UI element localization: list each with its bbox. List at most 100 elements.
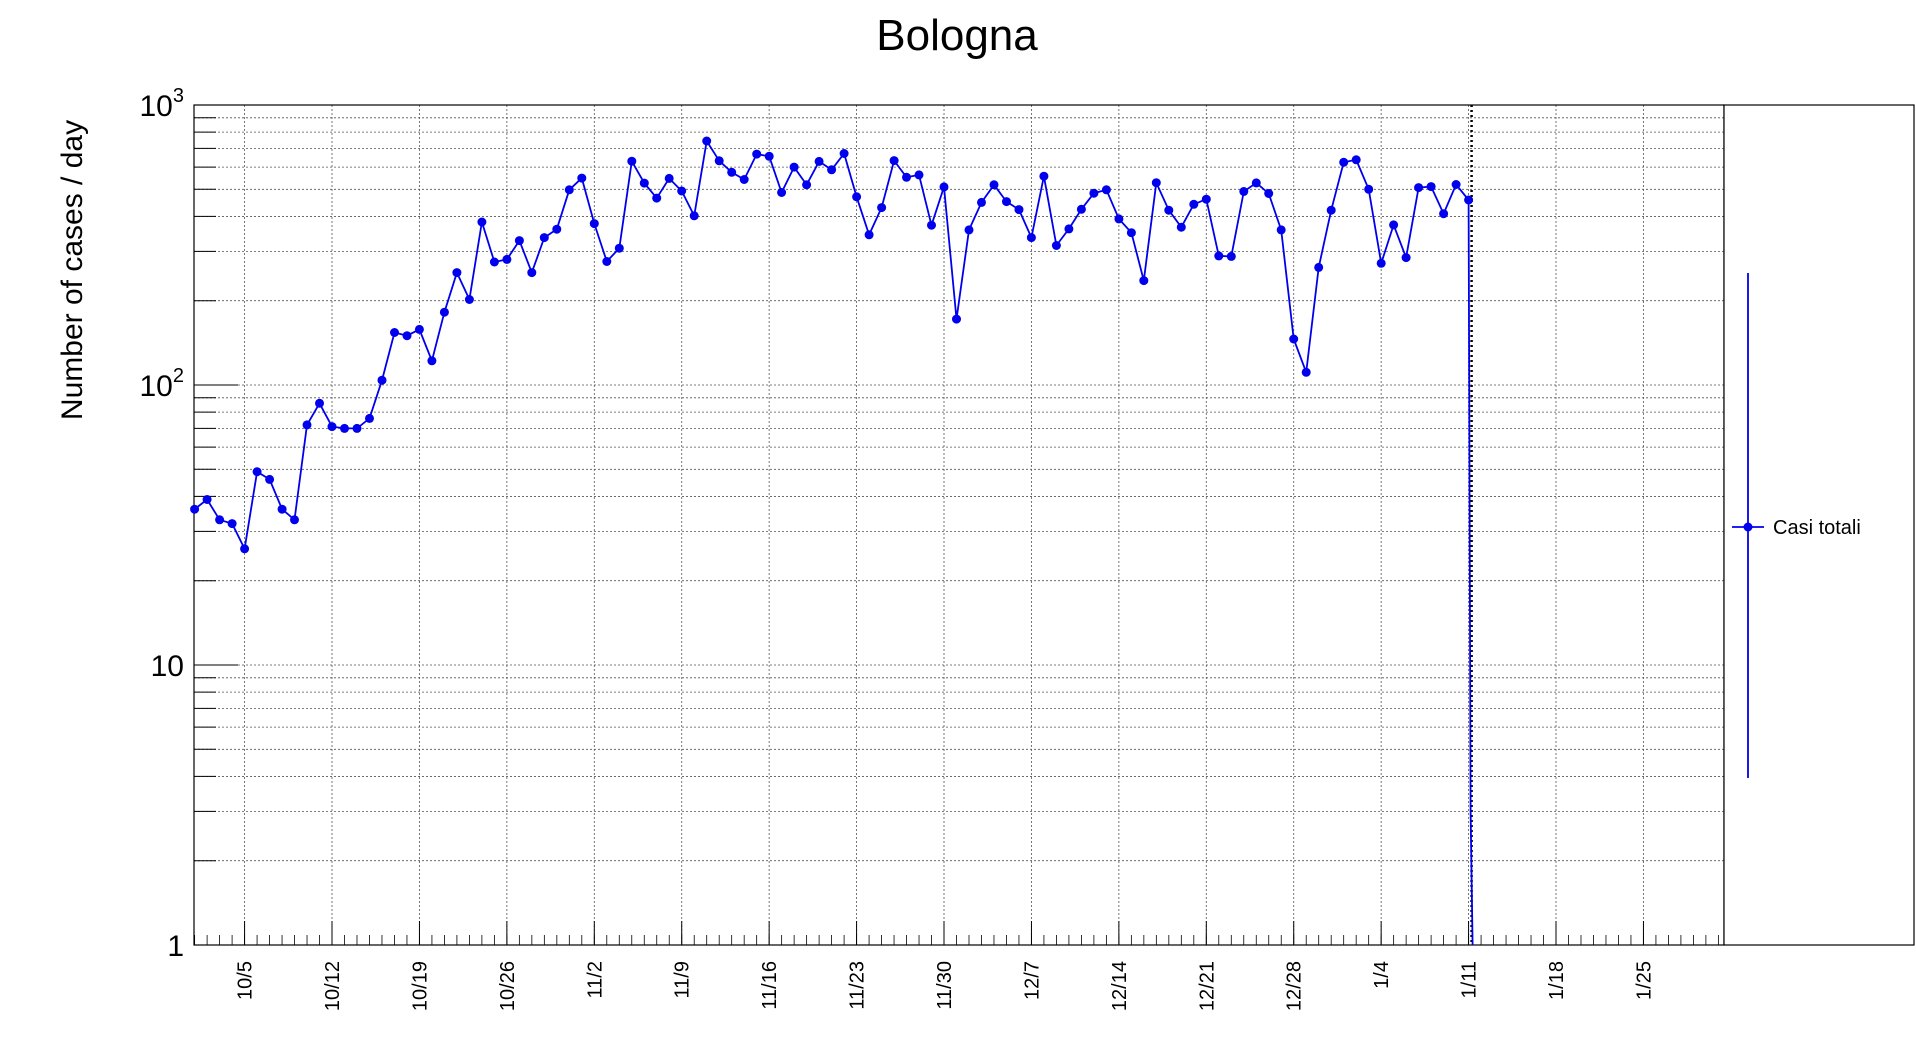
data-point <box>627 156 637 166</box>
data-point <box>489 257 499 267</box>
data-point <box>552 224 562 234</box>
data-point <box>1439 209 1449 219</box>
axes: 1 10 102 103 10/5 10/12 10/19 10/26 11/2 11/9 11/1… <box>140 85 1719 1011</box>
data-point <box>265 474 275 484</box>
data-point <box>340 423 349 433</box>
data-point <box>390 328 399 337</box>
y-tick-label: 103 <box>140 85 185 123</box>
x-tick-label: 10/19 <box>409 961 431 1011</box>
data-point <box>1351 155 1361 165</box>
data-point <box>514 236 524 246</box>
data-point <box>527 268 537 278</box>
data-point <box>315 398 324 408</box>
data-point <box>1301 367 1311 377</box>
series-line <box>194 138 1474 946</box>
data-point <box>1239 187 1249 196</box>
data-point <box>689 211 699 221</box>
data-point <box>1314 262 1324 272</box>
data-point <box>864 230 874 240</box>
data-point <box>190 504 200 514</box>
data-point <box>927 220 936 230</box>
data-point <box>1364 184 1374 194</box>
data-point <box>1426 182 1436 192</box>
data-point <box>1189 199 1199 209</box>
data-point <box>902 172 911 182</box>
series-casi-totali <box>190 136 1474 946</box>
x-tick-label: 12/7 <box>1021 961 1043 1000</box>
data-point <box>1139 276 1149 286</box>
data-point <box>664 173 674 183</box>
data-point <box>452 268 462 278</box>
data-point <box>677 186 687 196</box>
data-point <box>814 156 824 166</box>
x-tick-label: 1/4 <box>1371 961 1393 989</box>
y-axis-label: Number of cases / day <box>56 120 89 420</box>
x-tick-label: 11/23 <box>847 961 869 1010</box>
data-point <box>952 314 961 324</box>
x-tick-label: 12/21 <box>1196 961 1218 1011</box>
data-point <box>1389 220 1399 230</box>
data-point <box>752 149 762 159</box>
x-tick-label: 12/14 <box>1109 961 1131 1011</box>
data-point <box>589 219 599 229</box>
data-point <box>714 156 724 166</box>
x-tick-label: 10/5 <box>235 961 257 1000</box>
data-point <box>1126 228 1136 238</box>
x-tick-label: 1/18 <box>1546 961 1568 1000</box>
chart-title: Bologna <box>876 11 1038 60</box>
data-point <box>1039 171 1049 181</box>
data-point <box>1376 258 1386 268</box>
y-tick-label: 1 <box>167 930 184 963</box>
data-point <box>227 519 237 529</box>
data-point <box>439 307 449 317</box>
data-point <box>827 165 837 175</box>
data-point <box>889 156 899 166</box>
data-point <box>989 180 999 190</box>
data-point <box>1414 183 1424 193</box>
data-point <box>1214 251 1224 261</box>
x-tick-label: 11/16 <box>759 961 781 1010</box>
data-point <box>277 504 287 514</box>
x-tick-label: 12/28 <box>1284 961 1306 1011</box>
data-point <box>1064 224 1074 234</box>
data-point <box>414 324 424 334</box>
legend: Casi totali <box>1732 273 1861 778</box>
data-point <box>464 295 474 304</box>
data-point <box>240 544 250 554</box>
data-point <box>1226 251 1236 261</box>
data-point <box>1339 157 1349 167</box>
data-point <box>702 136 712 146</box>
data-point <box>1089 188 1099 198</box>
data-point <box>964 225 974 235</box>
data-point <box>502 254 512 264</box>
data-point <box>252 467 262 477</box>
data-point <box>1014 205 1024 215</box>
data-point <box>377 375 387 385</box>
x-tick-label: 10/26 <box>497 961 519 1011</box>
data-point <box>1164 205 1174 215</box>
y-tick-label: 102 <box>140 365 185 403</box>
y-tick-label: 10 <box>151 650 184 683</box>
x-tick-label: 11/2 <box>584 961 606 998</box>
data-point <box>1251 178 1261 188</box>
data-point <box>1201 194 1211 204</box>
data-point <box>739 175 749 184</box>
x-tick-label: 10/12 <box>322 961 344 1011</box>
data-point <box>839 149 849 158</box>
data-point <box>1114 214 1124 224</box>
grid <box>194 105 1724 945</box>
data-point <box>852 192 862 202</box>
x-tick-label: 1/11 <box>1459 961 1481 998</box>
data-point <box>1051 241 1061 250</box>
data-point <box>1289 334 1299 344</box>
data-point <box>402 331 412 341</box>
data-point <box>939 182 949 192</box>
data-point <box>639 178 649 188</box>
legend-entry-casi-totali: Casi totali <box>1773 517 1861 539</box>
x-tick-label: 11/9 <box>672 961 694 998</box>
data-point <box>327 422 337 432</box>
data-point <box>1326 205 1336 215</box>
x-tick-label: 11/30 <box>934 961 956 1010</box>
data-point <box>914 170 924 180</box>
